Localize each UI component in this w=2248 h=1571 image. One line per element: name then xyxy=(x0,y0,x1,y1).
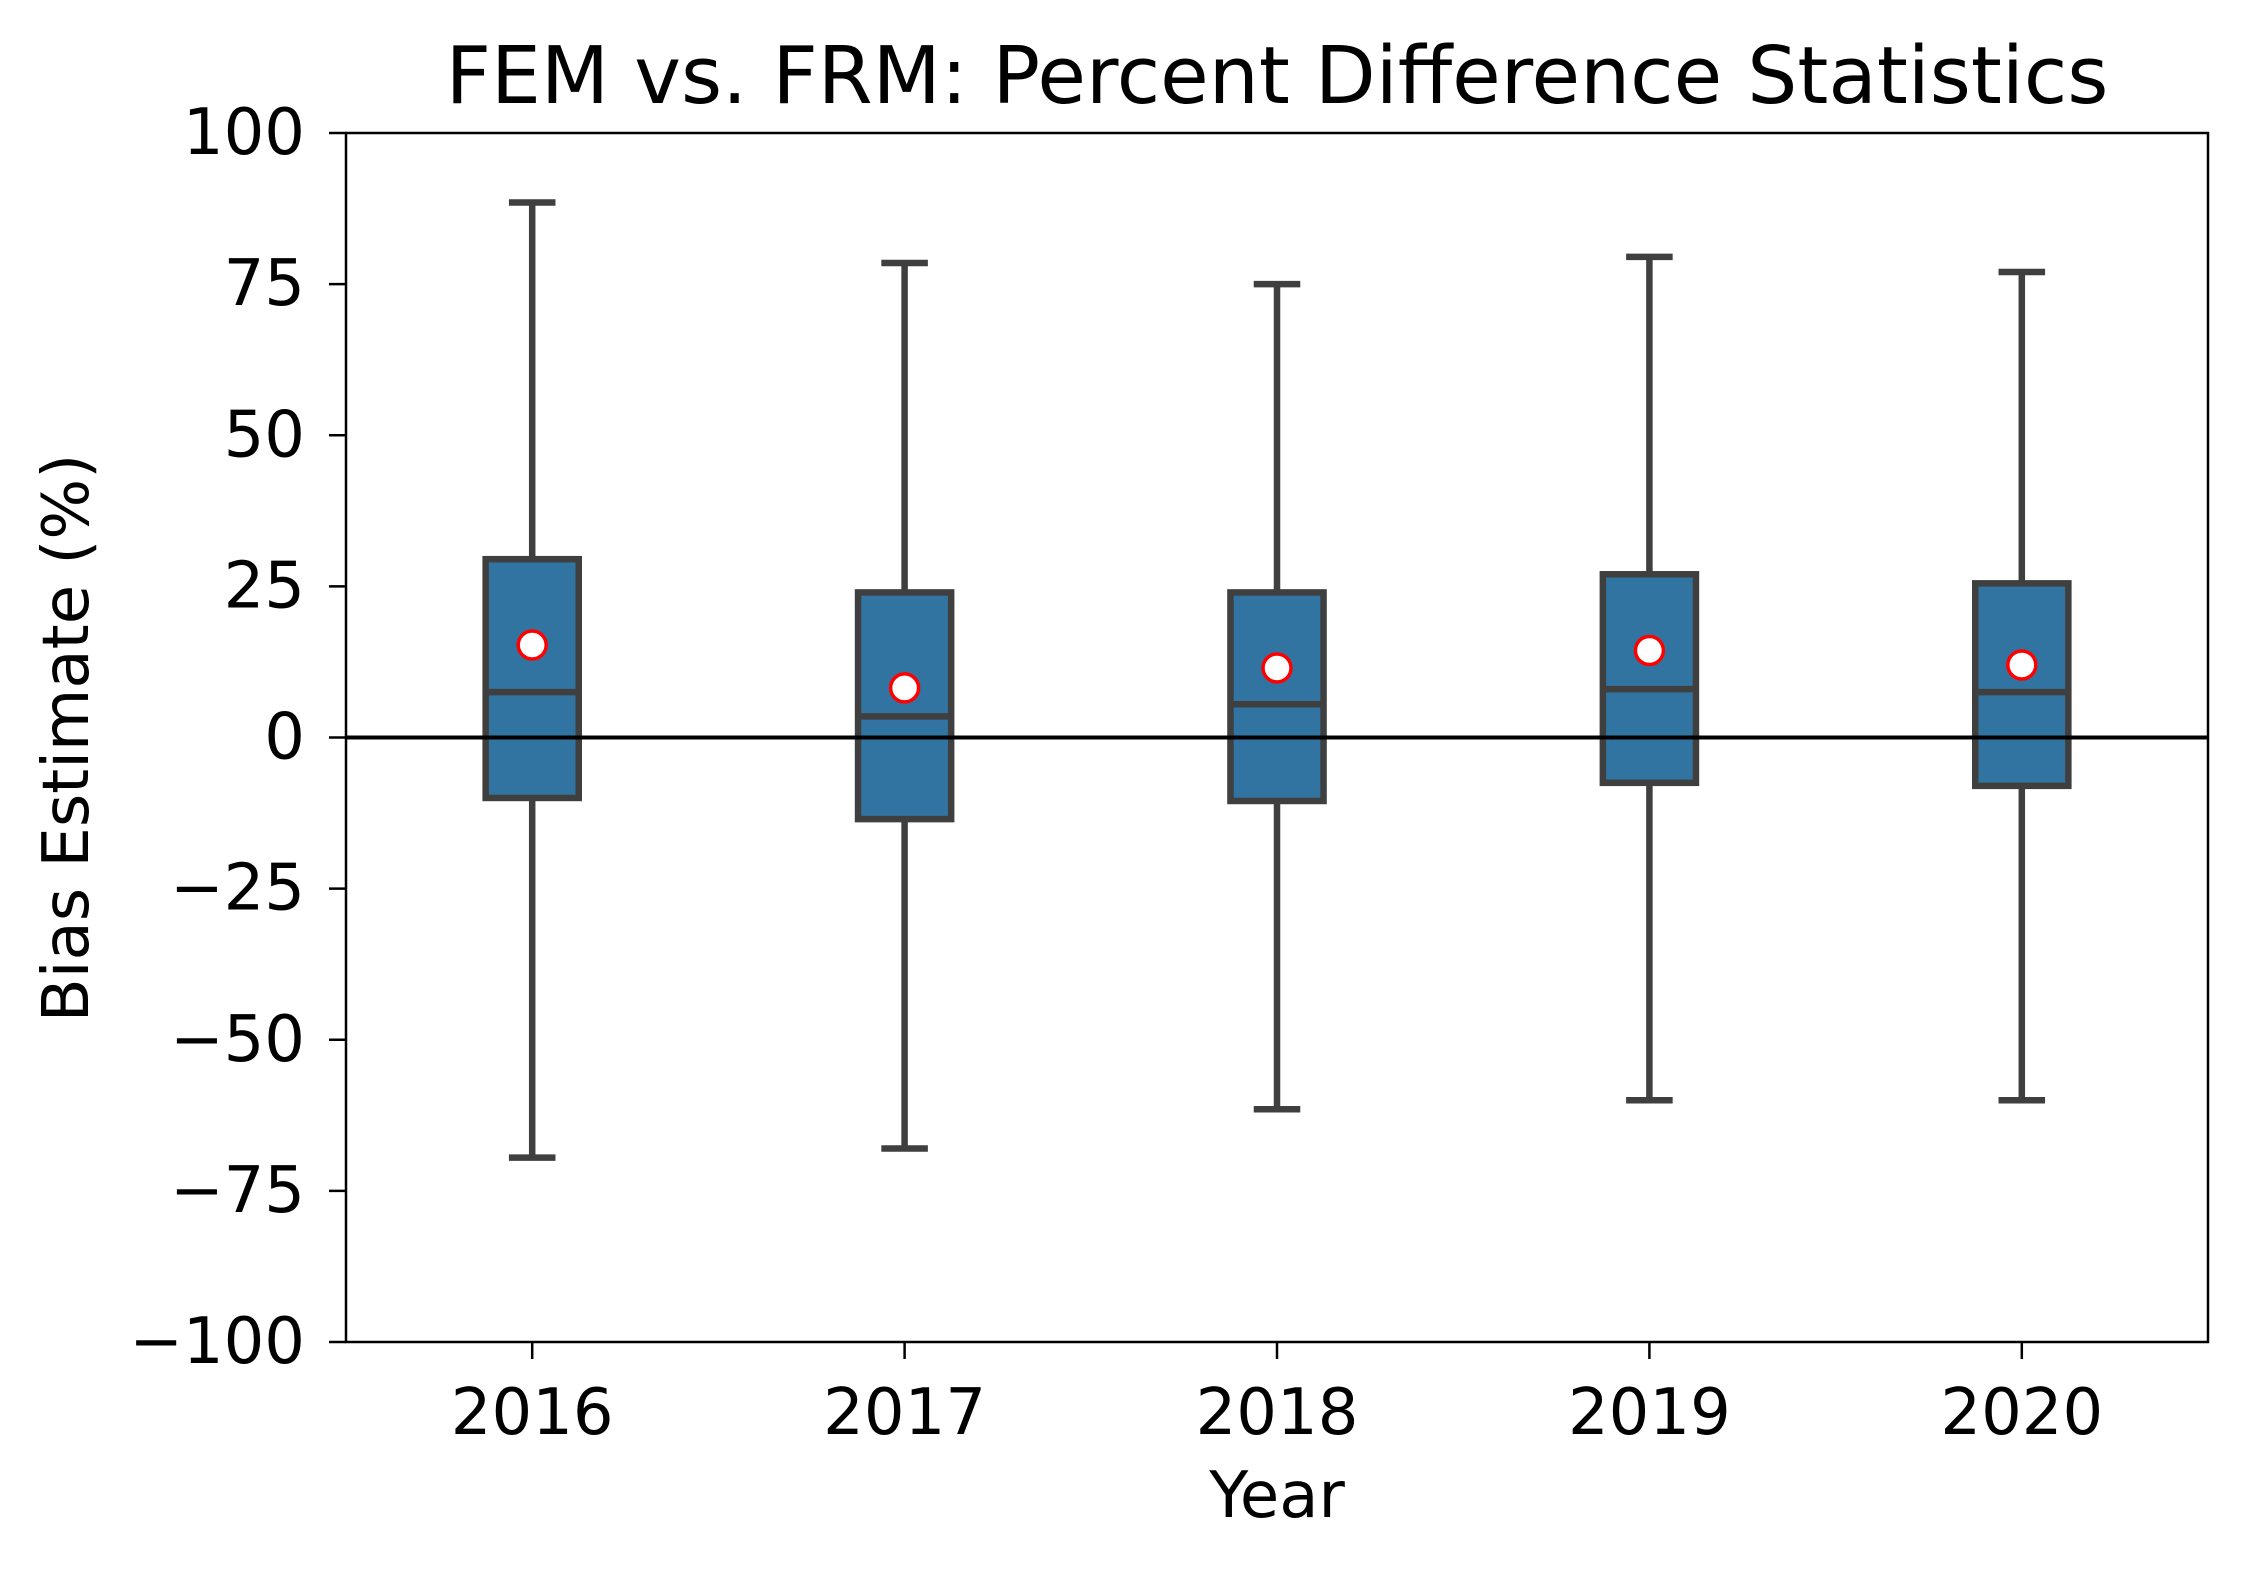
mean-marker-2020 xyxy=(2006,649,2038,681)
y-axis-label: Bias Estimate (%) xyxy=(30,454,104,1022)
x-tick-label-2017: 2017 xyxy=(823,1376,986,1450)
y-tick-label-1: 75 xyxy=(224,247,305,321)
box-2018 xyxy=(1227,589,1327,805)
box-2017 xyxy=(854,589,955,823)
x-axis-label: Year xyxy=(1208,1459,1345,1533)
x-tick-label-2018: 2018 xyxy=(1196,1376,1359,1450)
mean-marker-2017 xyxy=(888,672,921,704)
y-tick-label-8: −100 xyxy=(129,1305,305,1379)
box-2019 xyxy=(1599,571,1700,787)
y-tick-label-0: 100 xyxy=(183,96,305,170)
mean-marker-2018 xyxy=(1261,652,1293,684)
y-tick-label-4: 0 xyxy=(264,701,305,775)
mean-marker-2016 xyxy=(516,629,548,661)
plot-area: 2016 2017 2018 2019 2020 100 75 50 25 0 −25 −50 −75 −… xyxy=(129,96,2210,1450)
chart-title: FEM vs. FRM: Percent Difference Statisti… xyxy=(446,30,2109,122)
y-tick-label-6: −50 xyxy=(170,1003,305,1077)
x-tick-label-2016: 2016 xyxy=(451,1376,614,1450)
x-tick-label-2020: 2020 xyxy=(1940,1376,2103,1450)
mean-marker-2019 xyxy=(1633,634,1666,667)
x-tick-label-2019: 2019 xyxy=(1568,1376,1731,1450)
y-tick-label-2: 50 xyxy=(224,398,305,472)
box-2020 xyxy=(1972,580,2072,790)
y-tick-label-7: −75 xyxy=(170,1154,305,1228)
box-2016 xyxy=(482,555,582,802)
y-tick-label-3: 25 xyxy=(224,549,305,623)
y-tick-label-5: −25 xyxy=(170,852,305,926)
